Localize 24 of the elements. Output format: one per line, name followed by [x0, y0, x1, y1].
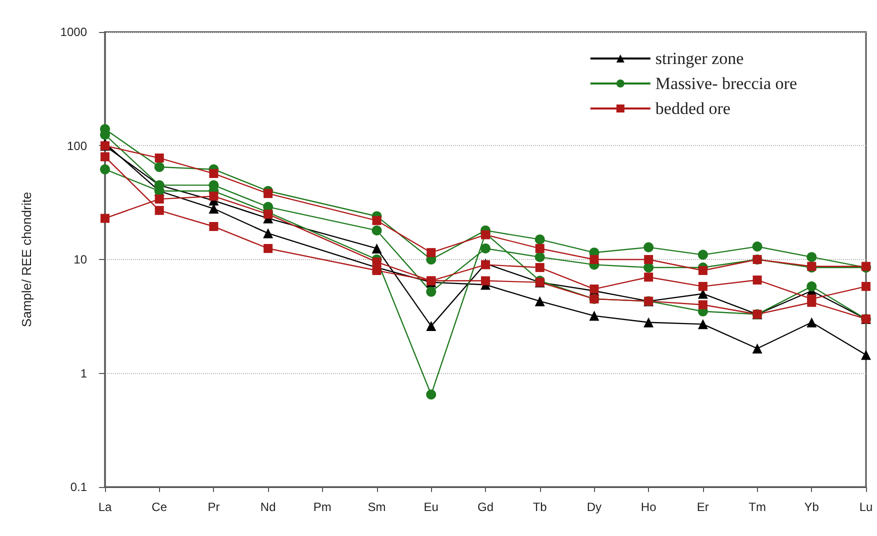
x-tick-label: Dy	[586, 500, 602, 514]
x-tick-label: Pm	[313, 500, 332, 514]
x-tick-label: Sm	[368, 500, 386, 514]
y-tick-label: 0.1	[70, 480, 88, 494]
x-tick-label: Tb	[532, 500, 548, 514]
legend-label: bedded ore	[655, 99, 730, 118]
x-tick-label: Er	[696, 500, 709, 514]
x-tick-label: Pr	[208, 500, 220, 514]
x-tick-label: Eu	[424, 500, 438, 514]
x-tick-label: Nd	[260, 500, 276, 514]
y-axis-title: Sample/ REE chondrite	[19, 192, 34, 328]
x-tick-label: Ce	[152, 500, 168, 514]
y-tick-label: 100	[66, 138, 88, 153]
y-tick-label: 1	[80, 366, 88, 380]
legend-label: stringer zone	[655, 49, 744, 68]
x-tick-label: Yb	[804, 500, 820, 514]
y-tick-label: 1000	[60, 25, 88, 39]
x-tick-label: Ho	[640, 500, 657, 514]
y-tick-label: 10	[74, 252, 88, 266]
x-tick-label: Gd	[477, 500, 494, 514]
x-tick-label: La	[98, 500, 112, 514]
x-tick-label: Lu	[859, 500, 873, 514]
x-tick-label: Tm	[748, 500, 766, 514]
legend-label: Massive- breccia ore	[655, 74, 798, 93]
